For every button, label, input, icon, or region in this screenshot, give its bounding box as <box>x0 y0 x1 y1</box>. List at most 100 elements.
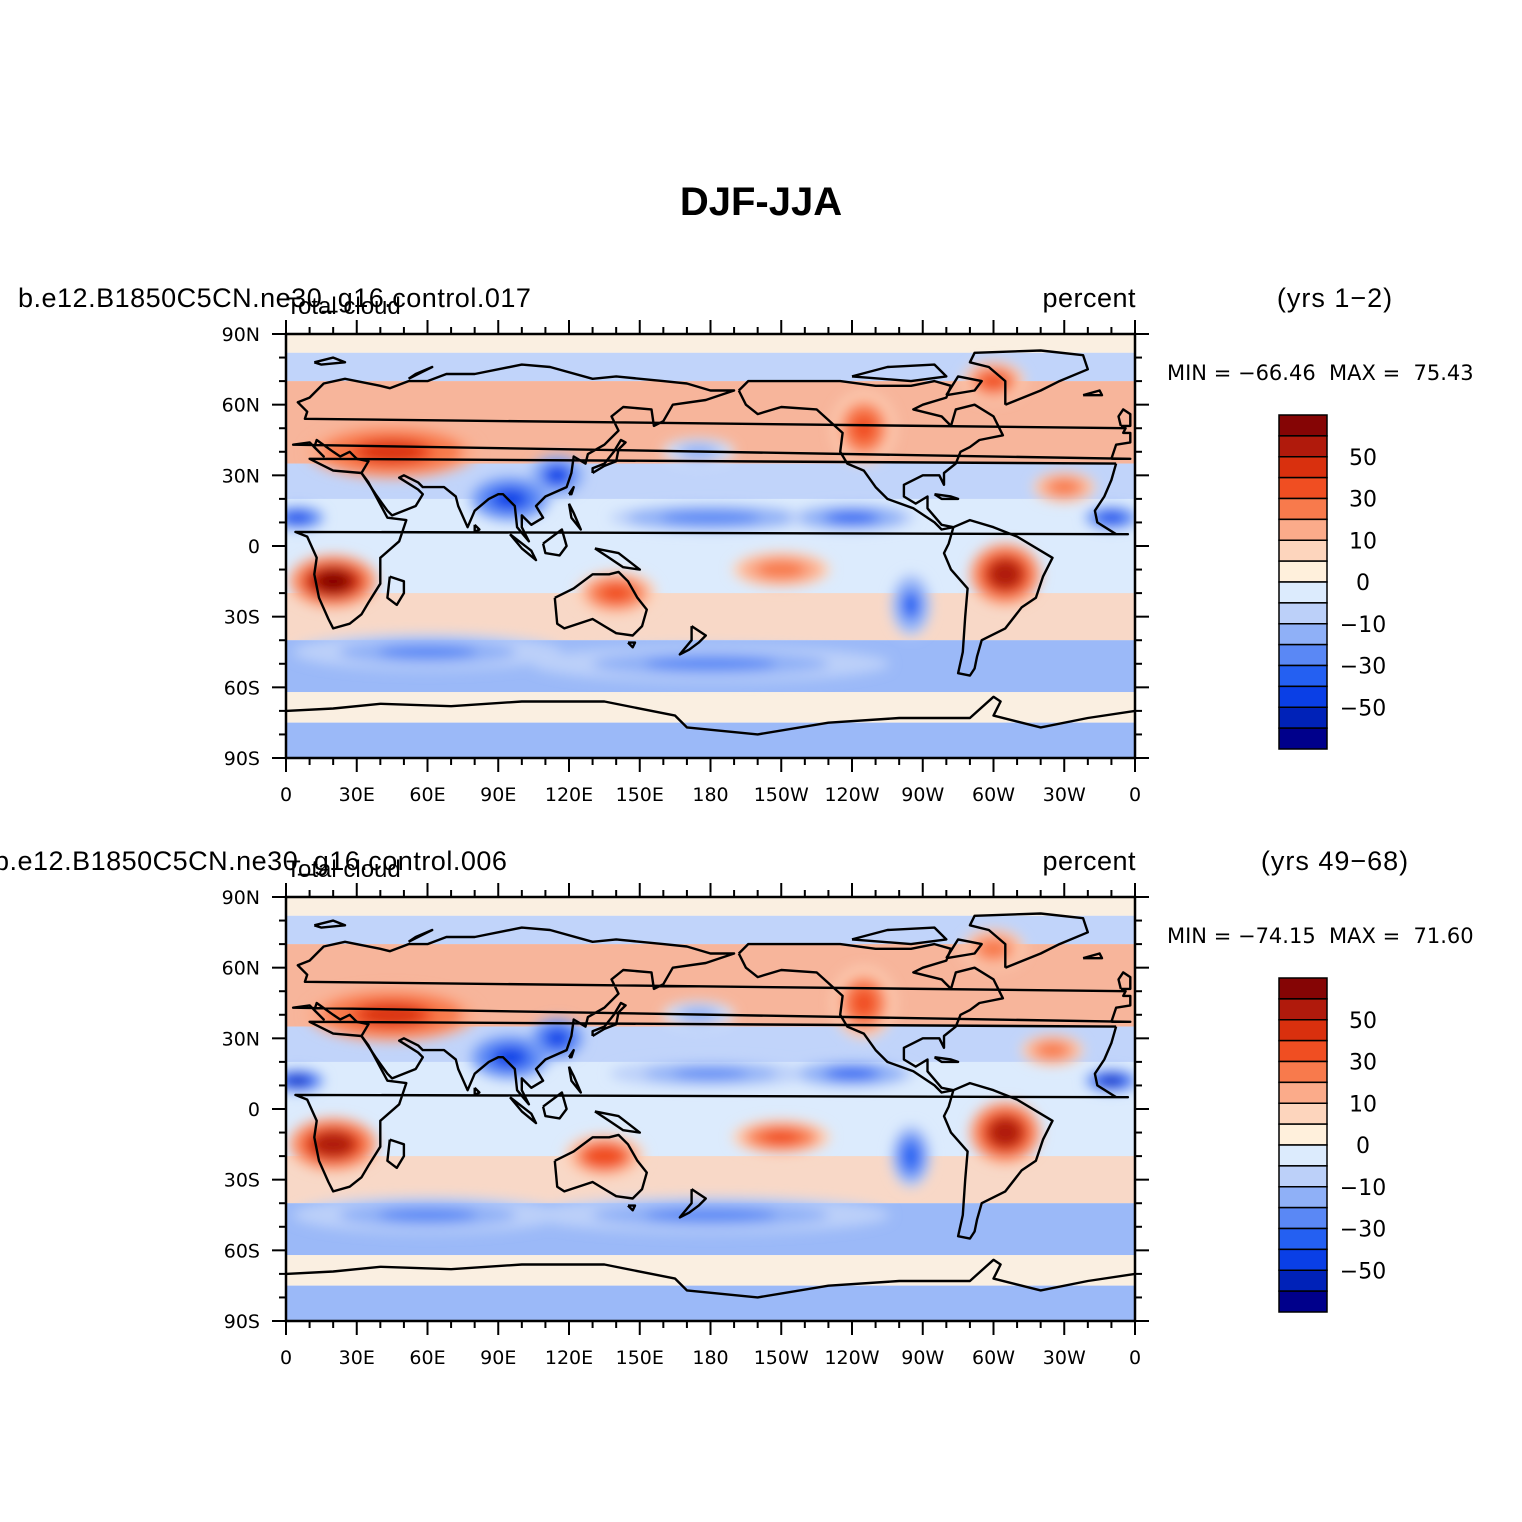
field-contour <box>763 1130 800 1144</box>
coastline <box>591 1001 627 1038</box>
colorbar-swatch <box>1278 1039 1328 1063</box>
contour-map-2: 90N 60N 30N 0 30S 60S 90S 0 30E 60E 90E 120E 150E 180… <box>222 883 1386 1369</box>
field-contour <box>287 1076 308 1085</box>
field-contour <box>981 373 1006 389</box>
coastline <box>942 1081 1054 1240</box>
colorbar-swatch <box>1278 456 1328 479</box>
field-contour <box>673 512 748 523</box>
field-contour <box>377 1208 478 1222</box>
colorbar-swatch <box>1278 1290 1328 1313</box>
coastline <box>591 438 627 475</box>
field-band <box>286 1156 1135 1204</box>
coastline <box>541 528 568 557</box>
colorbar-label: 0 <box>1356 1134 1370 1159</box>
field-contour <box>1101 1076 1122 1085</box>
field-contour <box>316 1134 350 1155</box>
colorbar-label: 30 <box>1349 1051 1377 1076</box>
coastline <box>594 547 641 571</box>
lon-tick-label: 150E <box>616 784 664 806</box>
coastline <box>541 1091 568 1120</box>
coastline <box>851 363 948 383</box>
coastline <box>1117 408 1132 428</box>
coastline <box>313 356 347 366</box>
field-band <box>286 334 1135 353</box>
coastline <box>509 533 538 562</box>
variable-label: Total cloud <box>286 293 401 320</box>
lat-tick-label: 90S <box>224 748 260 770</box>
coastline <box>945 375 983 397</box>
field-contour <box>992 562 1019 586</box>
colorbar-swatch <box>1278 414 1328 437</box>
coastline <box>473 523 481 534</box>
coastline <box>1082 952 1104 960</box>
coastline <box>933 1056 960 1064</box>
colorbar-swatch <box>1278 581 1328 604</box>
lon-tick-label: 90E <box>480 784 516 806</box>
colorbar-swatch <box>1278 1186 1328 1209</box>
coastline <box>1117 971 1132 991</box>
case-label: b.e12.B1850C5CN.ne30_g16.control.017 <box>18 283 532 313</box>
coastline <box>567 503 582 531</box>
colorbar-label: −50 <box>1340 696 1386 721</box>
field-contour <box>1101 513 1122 522</box>
lon-tick-label: 30W <box>1043 1347 1086 1369</box>
coastline <box>627 1204 637 1212</box>
field-band <box>286 897 1135 916</box>
lon-tick-label: 60W <box>972 784 1015 806</box>
lon-tick-label: 90W <box>901 784 944 806</box>
coastline <box>945 938 983 960</box>
field-contour <box>547 467 568 483</box>
lon-tick-label: 30E <box>339 1347 375 1369</box>
years-label: (yrs 49−68) <box>1260 846 1410 876</box>
colorbar-swatch <box>1278 1144 1328 1167</box>
coastline <box>678 625 707 656</box>
colorbar-label: −50 <box>1340 1259 1386 1284</box>
lat-tick-label: 90S <box>224 1311 260 1333</box>
lon-tick-label: 60E <box>409 784 445 806</box>
field-contour <box>903 593 919 617</box>
coastline <box>933 493 960 501</box>
lon-tick-label: 120E <box>545 784 593 806</box>
colorbar: 50 30 10 0 −10 −30 −50 <box>1278 977 1386 1313</box>
lat-tick-label: 90N <box>222 887 260 909</box>
lat-tick-label: 30N <box>222 1028 260 1050</box>
lon-tick-label: 90W <box>901 1347 944 1369</box>
lon-tick-label: 30W <box>1043 784 1086 806</box>
lat-tick-label: 0 <box>248 536 260 558</box>
case-label: b.e12.B1850C5CN.ne30_g16.control.006 <box>0 846 508 876</box>
map-panel-1: 90N 60N 30N 0 30S 60S 90S 0 30E 60E 90E 120E 150E 180… <box>0 275 1522 835</box>
coastline <box>851 926 948 946</box>
field-contour <box>828 512 876 523</box>
lon-tick-label: 60E <box>409 1347 445 1369</box>
colorbar-swatch <box>1278 706 1328 729</box>
lat-tick-label: 30S <box>224 607 260 629</box>
colorbar-swatch <box>1278 1227 1328 1251</box>
colorbar-swatch <box>1278 727 1328 750</box>
colorbar-swatch <box>1278 560 1328 583</box>
coastline <box>567 1066 582 1094</box>
colorbar-label: 10 <box>1349 529 1377 554</box>
colorbar-swatch <box>1278 685 1328 708</box>
field-contour <box>992 1121 1019 1145</box>
lat-tick-label: 60N <box>222 958 260 980</box>
minmax-label: MIN = −74.15 MAX = 71.60 <box>1167 924 1474 948</box>
figure-title: DJF-JJA <box>679 180 843 224</box>
coastline <box>286 695 1135 736</box>
colorbar-label: −30 <box>1340 1218 1386 1243</box>
lon-tick-label: 60W <box>972 1347 1015 1369</box>
field-band <box>286 1285 1135 1321</box>
coastline <box>386 575 406 607</box>
lon-tick-label: 180 <box>692 1347 728 1369</box>
units-label: percent <box>1042 283 1136 313</box>
units-label: percent <box>1042 846 1136 876</box>
colorbar-swatch <box>1278 539 1328 562</box>
colorbar-label: 50 <box>1349 446 1377 471</box>
colorbar-swatch <box>1278 435 1328 458</box>
field-contour <box>981 941 1006 957</box>
coastline <box>509 1096 538 1125</box>
colorbar-swatch <box>1278 602 1328 625</box>
field-contour <box>763 562 800 577</box>
coastline <box>553 570 648 637</box>
colorbar-swatch <box>1278 643 1328 667</box>
colorbar-label: 10 <box>1349 1092 1377 1117</box>
